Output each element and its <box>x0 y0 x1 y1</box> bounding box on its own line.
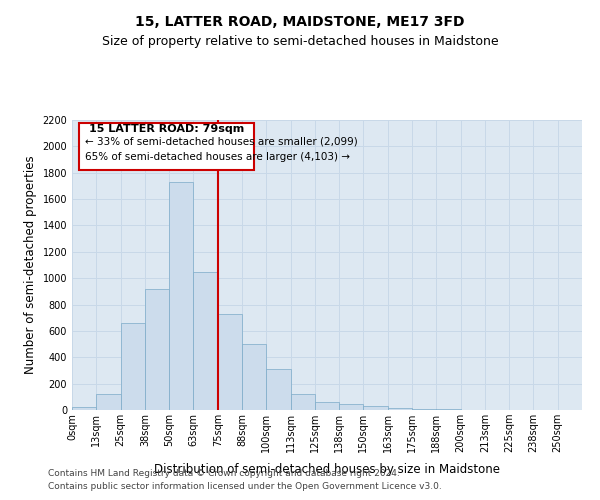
Bar <box>266 369 290 410</box>
X-axis label: Distribution of semi-detached houses by size in Maidstone: Distribution of semi-detached houses by … <box>154 464 500 476</box>
Text: 15, LATTER ROAD, MAIDSTONE, ME17 3FD: 15, LATTER ROAD, MAIDSTONE, ME17 3FD <box>135 15 465 29</box>
FancyBboxPatch shape <box>79 122 254 170</box>
Bar <box>339 404 364 410</box>
Text: Size of property relative to semi-detached houses in Maidstone: Size of property relative to semi-detach… <box>101 35 499 48</box>
Bar <box>218 314 242 410</box>
Bar <box>290 394 315 410</box>
Bar <box>242 344 266 410</box>
Bar <box>145 288 169 410</box>
Bar <box>388 408 412 410</box>
Text: 65% of semi-detached houses are larger (4,103) →: 65% of semi-detached houses are larger (… <box>85 152 350 162</box>
Bar <box>315 402 339 410</box>
Bar <box>364 406 388 410</box>
Bar <box>193 272 218 410</box>
Bar <box>96 394 121 410</box>
Bar <box>169 182 193 410</box>
Y-axis label: Number of semi-detached properties: Number of semi-detached properties <box>24 156 37 374</box>
Bar <box>412 409 436 410</box>
Text: 15 LATTER ROAD: 79sqm: 15 LATTER ROAD: 79sqm <box>89 124 244 134</box>
Text: Contains public sector information licensed under the Open Government Licence v3: Contains public sector information licen… <box>48 482 442 491</box>
Text: Contains HM Land Registry data © Crown copyright and database right 2024.: Contains HM Land Registry data © Crown c… <box>48 468 400 477</box>
Bar <box>72 408 96 410</box>
Text: ← 33% of semi-detached houses are smaller (2,099): ← 33% of semi-detached houses are smalle… <box>85 136 358 146</box>
Bar <box>121 323 145 410</box>
